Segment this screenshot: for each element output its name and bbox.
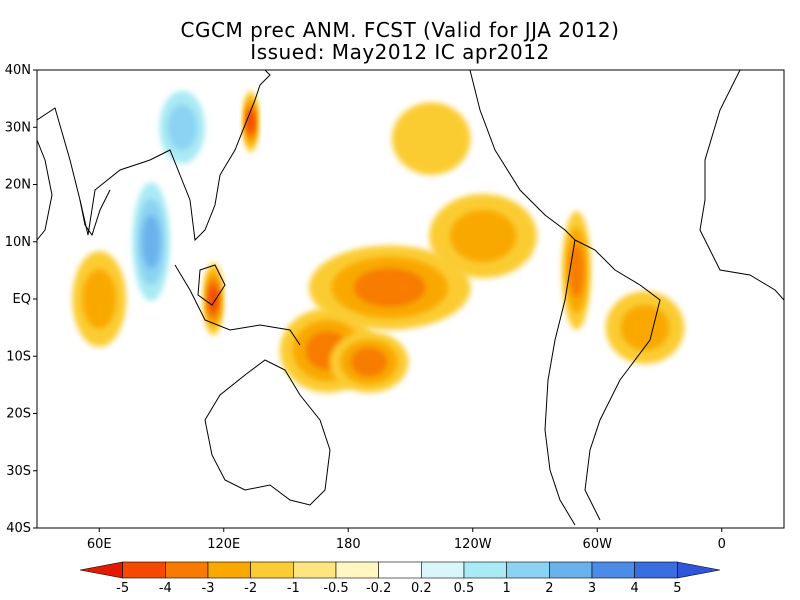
lat-label: EQ	[13, 292, 31, 307]
anomaly-south-pacific-wet	[350, 347, 388, 377]
anomaly-atlantic-wet	[620, 305, 670, 351]
colorbar-swatch	[165, 561, 209, 579]
south-america-west-coast	[544, 239, 576, 526]
colorbar-label: 4	[631, 581, 639, 596]
anomaly-borneo-wet	[208, 285, 219, 313]
lon-label: 180	[336, 537, 361, 552]
anomaly-north-pacific-wet	[391, 102, 471, 176]
anomaly-japan-wet	[246, 109, 255, 134]
colorbar-swatch	[634, 561, 678, 579]
colorbar-swatch	[378, 561, 422, 579]
lat-label: 10S	[6, 349, 31, 364]
lat-label: 20S	[6, 407, 31, 422]
anomaly-china-dry	[167, 104, 197, 150]
anomaly-field	[72, 90, 685, 393]
colorbar-label: -0.2	[366, 581, 391, 596]
colorbar-swatch	[421, 561, 465, 579]
lat-label: 40N	[5, 63, 31, 78]
colorbar-label: -4	[159, 581, 172, 596]
colorbar-label: 5	[673, 581, 681, 596]
anomaly-central-pacific-dry	[353, 268, 426, 307]
arabia-coastline	[37, 139, 53, 241]
colorbar-swatch	[463, 561, 507, 579]
lat-label: 30N	[5, 120, 31, 135]
colorbar-label: -0.5	[323, 581, 348, 596]
colorbar-swatch	[122, 561, 166, 579]
africa-coastline	[699, 70, 784, 301]
colorbar-label: -1	[287, 581, 300, 596]
anomaly-east-pacific-wet	[450, 209, 517, 263]
anomaly-south-america-wet	[569, 243, 584, 297]
colorbar-label: 0.5	[454, 581, 475, 596]
lat-label: 10N	[5, 235, 31, 250]
lat-label: 40S	[6, 521, 31, 536]
colorbar: -5 -4 -3 -2 -1 -0.5 -0.2 0.2 0.5 1 2 3 4 5	[79, 561, 721, 596]
colorbar-swatch	[506, 561, 550, 579]
map-title: CGCM prec ANM. FCST (Valid for JJA 2012)	[180, 18, 620, 42]
colorbar-swatch	[250, 561, 294, 579]
colorbar-label: 3	[588, 581, 596, 596]
colorbar-swatch	[293, 561, 337, 579]
map-subtitle: Issued: May2012 IC apr2012	[250, 40, 550, 64]
lat-label: 20N	[5, 178, 31, 193]
colorbar-label: 1	[503, 581, 511, 596]
north-america-coastline	[469, 70, 576, 241]
colorbar-swatch	[335, 561, 379, 579]
anomaly-indian-ocean-wet	[82, 269, 117, 329]
lon-label: 60E	[87, 537, 112, 552]
india-coastline	[79, 189, 111, 237]
colorbar-label: -5	[116, 581, 129, 596]
colorbar-label: 2	[545, 581, 553, 596]
colorbar-label: 0.2	[411, 581, 432, 596]
lat-label: 30S	[6, 464, 31, 479]
colorbar-swatch	[677, 561, 721, 579]
australia-coastline	[204, 359, 331, 506]
lon-label: 120E	[207, 537, 240, 552]
anomaly-bay-of-bengal-dry	[142, 215, 161, 269]
colorbar-swatch	[549, 561, 593, 579]
south-america-coastline	[574, 239, 661, 521]
lon-label: 60W	[583, 537, 613, 552]
lon-label: 120W	[454, 537, 492, 552]
borneo-coastline	[197, 264, 226, 306]
colorbar-swatch	[207, 561, 251, 579]
colorbar-label: -3	[202, 581, 215, 596]
colorbar-label: -2	[244, 581, 257, 596]
colorbar-swatch	[79, 561, 123, 579]
lon-label: 0	[718, 537, 726, 552]
colorbar-swatch	[591, 561, 635, 579]
indonesia-coastline	[174, 264, 301, 346]
